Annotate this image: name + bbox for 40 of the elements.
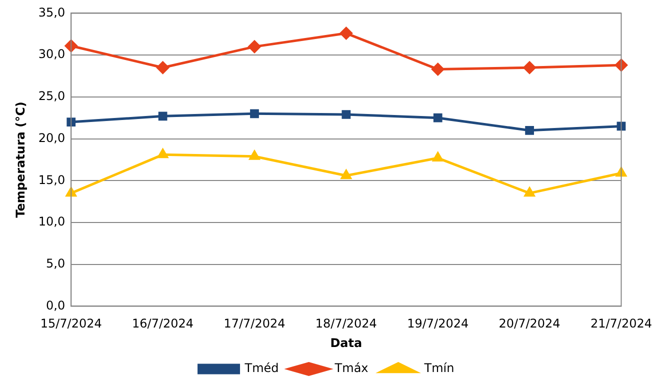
point	[158, 112, 168, 121]
y-tick-label: 35,0	[38, 5, 66, 20]
point	[341, 170, 352, 180]
point	[66, 118, 76, 126]
legend-label: Tméd	[244, 361, 279, 376]
y-tick-label: 25,0	[38, 89, 66, 104]
point	[616, 167, 626, 177]
point	[250, 109, 259, 118]
x-tick-label: 18/7/2024	[315, 316, 377, 331]
x-axis-title: Data	[330, 336, 362, 350]
y-axis-title: Temperatura (°C)	[13, 102, 28, 218]
point	[524, 187, 535, 197]
legend-label: Tmáx	[334, 361, 368, 376]
x-tick-label: 17/7/2024	[224, 316, 286, 331]
y-tick-label: 30,0	[38, 47, 66, 62]
point	[156, 61, 170, 74]
x-tick-label: 21/7/2024	[590, 316, 652, 331]
point	[432, 152, 444, 162]
point	[248, 40, 261, 53]
y-tick-label: 20,0	[38, 130, 66, 145]
point	[158, 148, 168, 158]
point	[432, 63, 444, 76]
point	[64, 40, 78, 52]
x-tick-label: 15/7/2024	[40, 316, 102, 331]
point	[66, 187, 76, 197]
y-tick-label: 15,0	[38, 172, 66, 187]
y-tick-label: 0,0	[46, 298, 66, 312]
legend-label: Tmín	[423, 361, 454, 376]
x-tick-label: 19/7/2024	[407, 316, 469, 331]
point	[342, 110, 351, 119]
x-tick-label: 20/7/2024	[498, 316, 560, 331]
x-tick-label: 16/7/2024	[132, 316, 194, 331]
point	[525, 126, 534, 135]
point	[340, 27, 352, 40]
point	[523, 61, 536, 74]
y-tick-label: 10,0	[38, 214, 66, 229]
y-tick-label: 5,0	[46, 256, 66, 270]
point	[249, 150, 260, 160]
point	[433, 113, 442, 122]
point	[614, 58, 628, 72]
